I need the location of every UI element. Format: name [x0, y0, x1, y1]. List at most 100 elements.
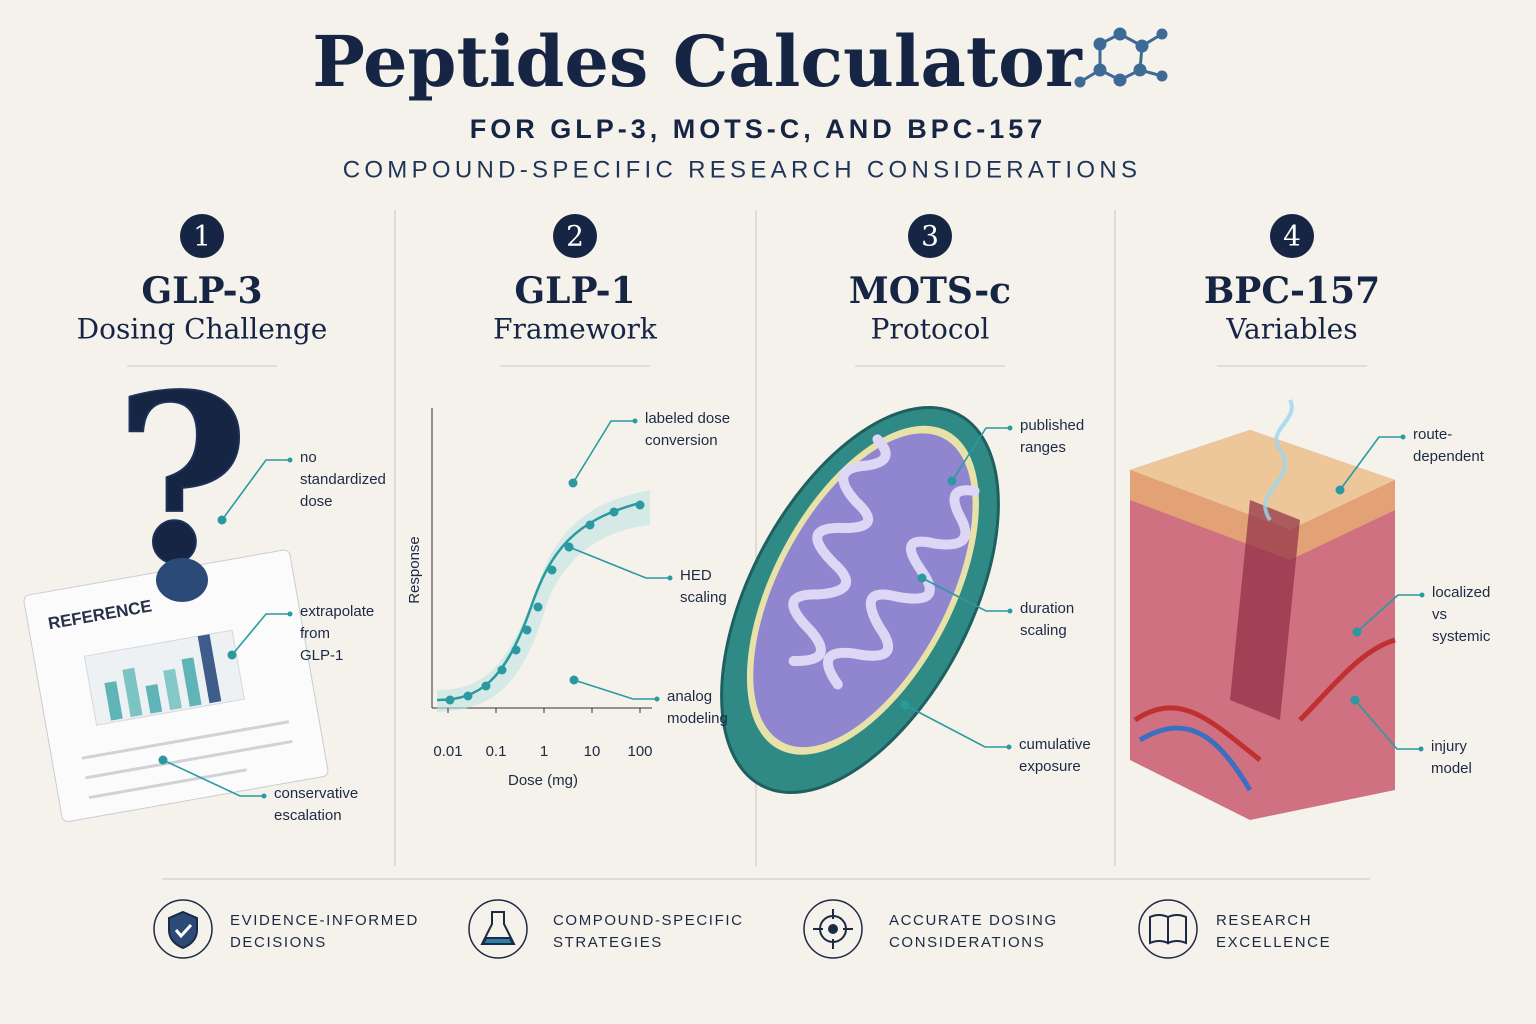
title: Peptides Calculator — [312, 20, 1083, 103]
footer-text: COMPOUND-SPECIFIC — [553, 912, 744, 929]
y-axis-label: Response — [406, 536, 423, 604]
callout-dot — [568, 478, 578, 488]
callout-text: scaling — [680, 589, 727, 606]
callout-dot — [947, 476, 957, 486]
reference-document: REFERENCE ? — [23, 344, 329, 823]
callout-line — [904, 704, 1009, 748]
footer-icon-ring — [803, 899, 863, 959]
callout-dot — [564, 542, 574, 552]
callout-text: no — [300, 449, 317, 466]
callout-text: injury — [1431, 738, 1467, 755]
panel-subtitle: Variables — [1225, 313, 1357, 346]
callout-dot — [1335, 485, 1345, 495]
footer-text: STRATEGIES — [553, 934, 663, 951]
step-number: 3 — [921, 220, 939, 253]
panel-subtitle: Framework — [493, 313, 658, 346]
subtitle: FOR GLP-3, MOTS-C, AND BPC-157 — [470, 114, 1047, 144]
callout-end — [261, 793, 267, 799]
panel-title: GLP-3 — [141, 270, 262, 312]
panel-title: BPC-157 — [1204, 270, 1380, 312]
callout-line — [1354, 699, 1421, 750]
callout-text: dose — [300, 493, 333, 510]
callout-end — [1006, 744, 1012, 750]
callout-dot — [1352, 627, 1362, 637]
step-badge — [1270, 214, 1314, 258]
callout-text: scaling — [1020, 622, 1067, 639]
callout-line — [231, 613, 290, 656]
footer-text: DECISIONS — [230, 934, 327, 951]
callout-line — [221, 459, 290, 521]
callout-dot — [158, 755, 168, 765]
callout-dot — [569, 675, 579, 685]
callout-line — [573, 679, 657, 700]
molecule-icon — [1074, 27, 1168, 88]
x-axis-label: Dose (mg) — [508, 772, 578, 789]
x-tick-label: 0.1 — [486, 743, 507, 760]
callout-dot — [1350, 695, 1360, 705]
callout-dot — [917, 573, 927, 583]
footer-icon-ring — [153, 899, 213, 959]
callout-line — [951, 427, 1010, 482]
panel-subtitle: Dosing Challenge — [77, 313, 328, 346]
callout-dot — [227, 650, 237, 660]
callout-end — [632, 418, 638, 424]
callout-text: dependent — [1413, 448, 1485, 465]
step-number: 1 — [193, 220, 211, 253]
callout-line — [1356, 594, 1422, 633]
curve-points — [445, 500, 645, 705]
callout-end — [1007, 425, 1013, 431]
confidence-band — [437, 490, 650, 712]
callout-text: exposure — [1019, 758, 1081, 775]
footer-icon-ring — [468, 899, 528, 959]
callout-line — [572, 420, 635, 484]
footer-icon-ring — [1138, 899, 1198, 959]
footer-text: RESEARCH — [1216, 912, 1312, 929]
tissue-block — [1130, 399, 1396, 820]
callout-line — [568, 546, 670, 579]
footer: EVIDENCE-INFORMED DECISIONS COMPOUND-SPECI… — [153, 899, 1331, 959]
x-tick-label: 1 — [540, 743, 548, 760]
footer-text: EXCELLENCE — [1216, 934, 1331, 951]
callout-text: model — [1431, 760, 1472, 777]
tagline: COMPOUND-SPECIFIC RESEARCH CONSIDERATION… — [343, 156, 1142, 183]
step-number: 2 — [566, 220, 584, 253]
callout-end — [287, 457, 293, 463]
panel-title: GLP-1 — [514, 270, 635, 312]
panel-title: MOTS-c — [849, 270, 1011, 312]
mitochondrion — [720, 406, 1000, 794]
callout-text: systemic — [1432, 628, 1491, 645]
callout-dot — [900, 700, 910, 710]
callout-line — [921, 577, 1010, 612]
x-tick-label: 100 — [627, 743, 652, 760]
step-badge — [908, 214, 952, 258]
dose-response-chart: Response Dose (mg) — [406, 408, 652, 789]
callout-text: published — [1020, 417, 1084, 434]
callout-text: ranges — [1020, 439, 1066, 456]
callout-text: standardized — [300, 471, 386, 488]
callout-end — [654, 696, 660, 702]
callout-text: from — [300, 625, 330, 642]
callout-text: analog — [667, 688, 712, 705]
footer-text: EVIDENCE-INFORMED — [230, 912, 419, 929]
callout-text: modeling — [667, 710, 728, 727]
callout-end — [1418, 746, 1424, 752]
callout-text: conservative — [274, 785, 358, 802]
callout-line — [162, 759, 264, 797]
footer-text: ACCURATE DOSING — [889, 912, 1058, 929]
callout-end — [667, 575, 673, 581]
x-tick-label: 0.01 — [433, 743, 462, 760]
x-tick-label: 10 — [584, 743, 601, 760]
callout-text: localized — [1432, 584, 1490, 601]
question-dot — [156, 558, 208, 602]
step-number: 4 — [1283, 220, 1301, 253]
panel-subtitle: Protocol — [871, 313, 990, 346]
callout-text: labeled dose — [645, 410, 730, 427]
callout-text: vs — [1432, 606, 1447, 623]
callout-end — [1419, 592, 1425, 598]
step-badge — [180, 214, 224, 258]
callout-text: conversion — [645, 432, 718, 449]
callout-text: escalation — [274, 807, 342, 824]
callout-end — [1007, 608, 1013, 614]
